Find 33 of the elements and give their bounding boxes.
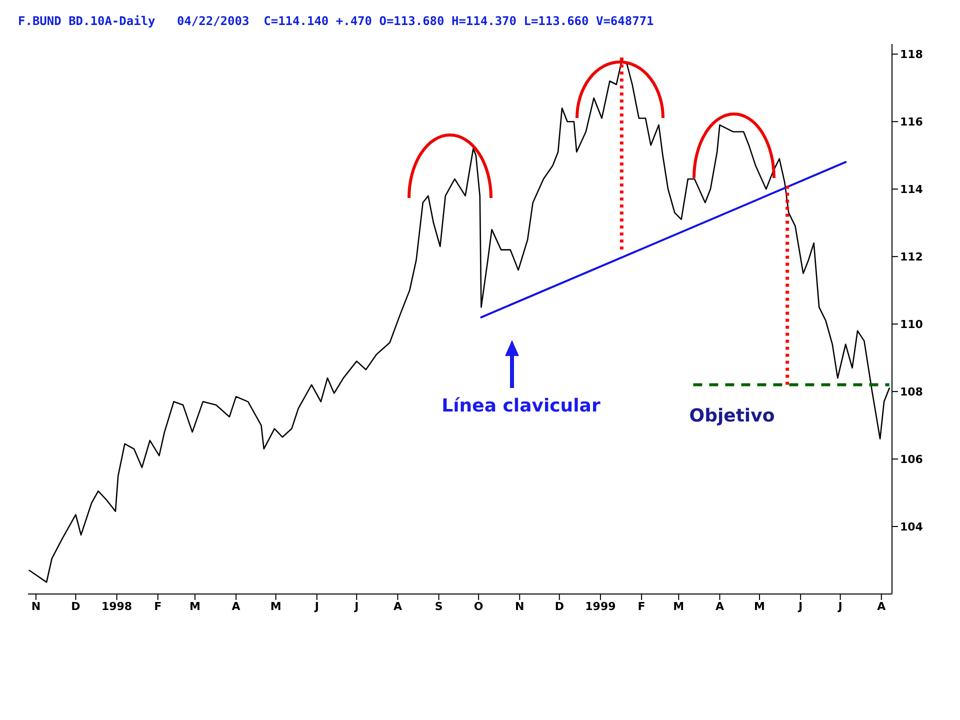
- x-tick-label: M: [189, 600, 200, 613]
- y-tick-label: 112: [900, 250, 923, 264]
- x-tick-label: J: [354, 600, 359, 613]
- x-tick-label: O: [474, 600, 484, 613]
- y-tick-label: 104: [900, 520, 924, 534]
- annotation: Objetivo: [689, 406, 775, 426]
- y-tick-label: 108: [900, 385, 923, 398]
- x-tick-label: N: [31, 600, 41, 613]
- x-tick-label: A: [232, 600, 241, 613]
- x-tick-label: J: [314, 600, 319, 613]
- x-tick-label: D: [71, 600, 80, 613]
- x-tick-label: A: [393, 600, 402, 613]
- chart-title: F.BUND BD.10A-Daily 04/22/2003 C=114.140 +.470 O=113.680 H=114.370 L=113.660 V=648771: [17, 13, 655, 30]
- x-tick-label: 1999: [585, 600, 616, 613]
- x-tick-label: J: [837, 600, 842, 613]
- x-tick-label: F: [154, 600, 162, 613]
- annotation: Línea clavicular: [442, 396, 600, 416]
- x-tick-label: A: [715, 600, 724, 613]
- x-tick-label: N: [515, 600, 524, 613]
- y-tick-label: 114: [900, 182, 924, 196]
- x-tick-label: M: [270, 600, 282, 613]
- x-tick-label: A: [877, 600, 886, 613]
- x-tick-label: M: [754, 600, 765, 613]
- x-tick-label: J: [798, 600, 803, 613]
- x-tick-label: 1998: [101, 600, 132, 613]
- x-tick-label: D: [554, 600, 564, 613]
- x-tick-label: M: [673, 600, 684, 613]
- y-tick-label: 116: [900, 116, 924, 129]
- y-tick-label: 118: [900, 48, 923, 62]
- x-tick-label: S: [434, 600, 443, 613]
- y-tick-label: 106: [900, 452, 924, 466]
- y-tick-label: 110: [900, 318, 924, 331]
- x-tick-label: F: [638, 600, 646, 613]
